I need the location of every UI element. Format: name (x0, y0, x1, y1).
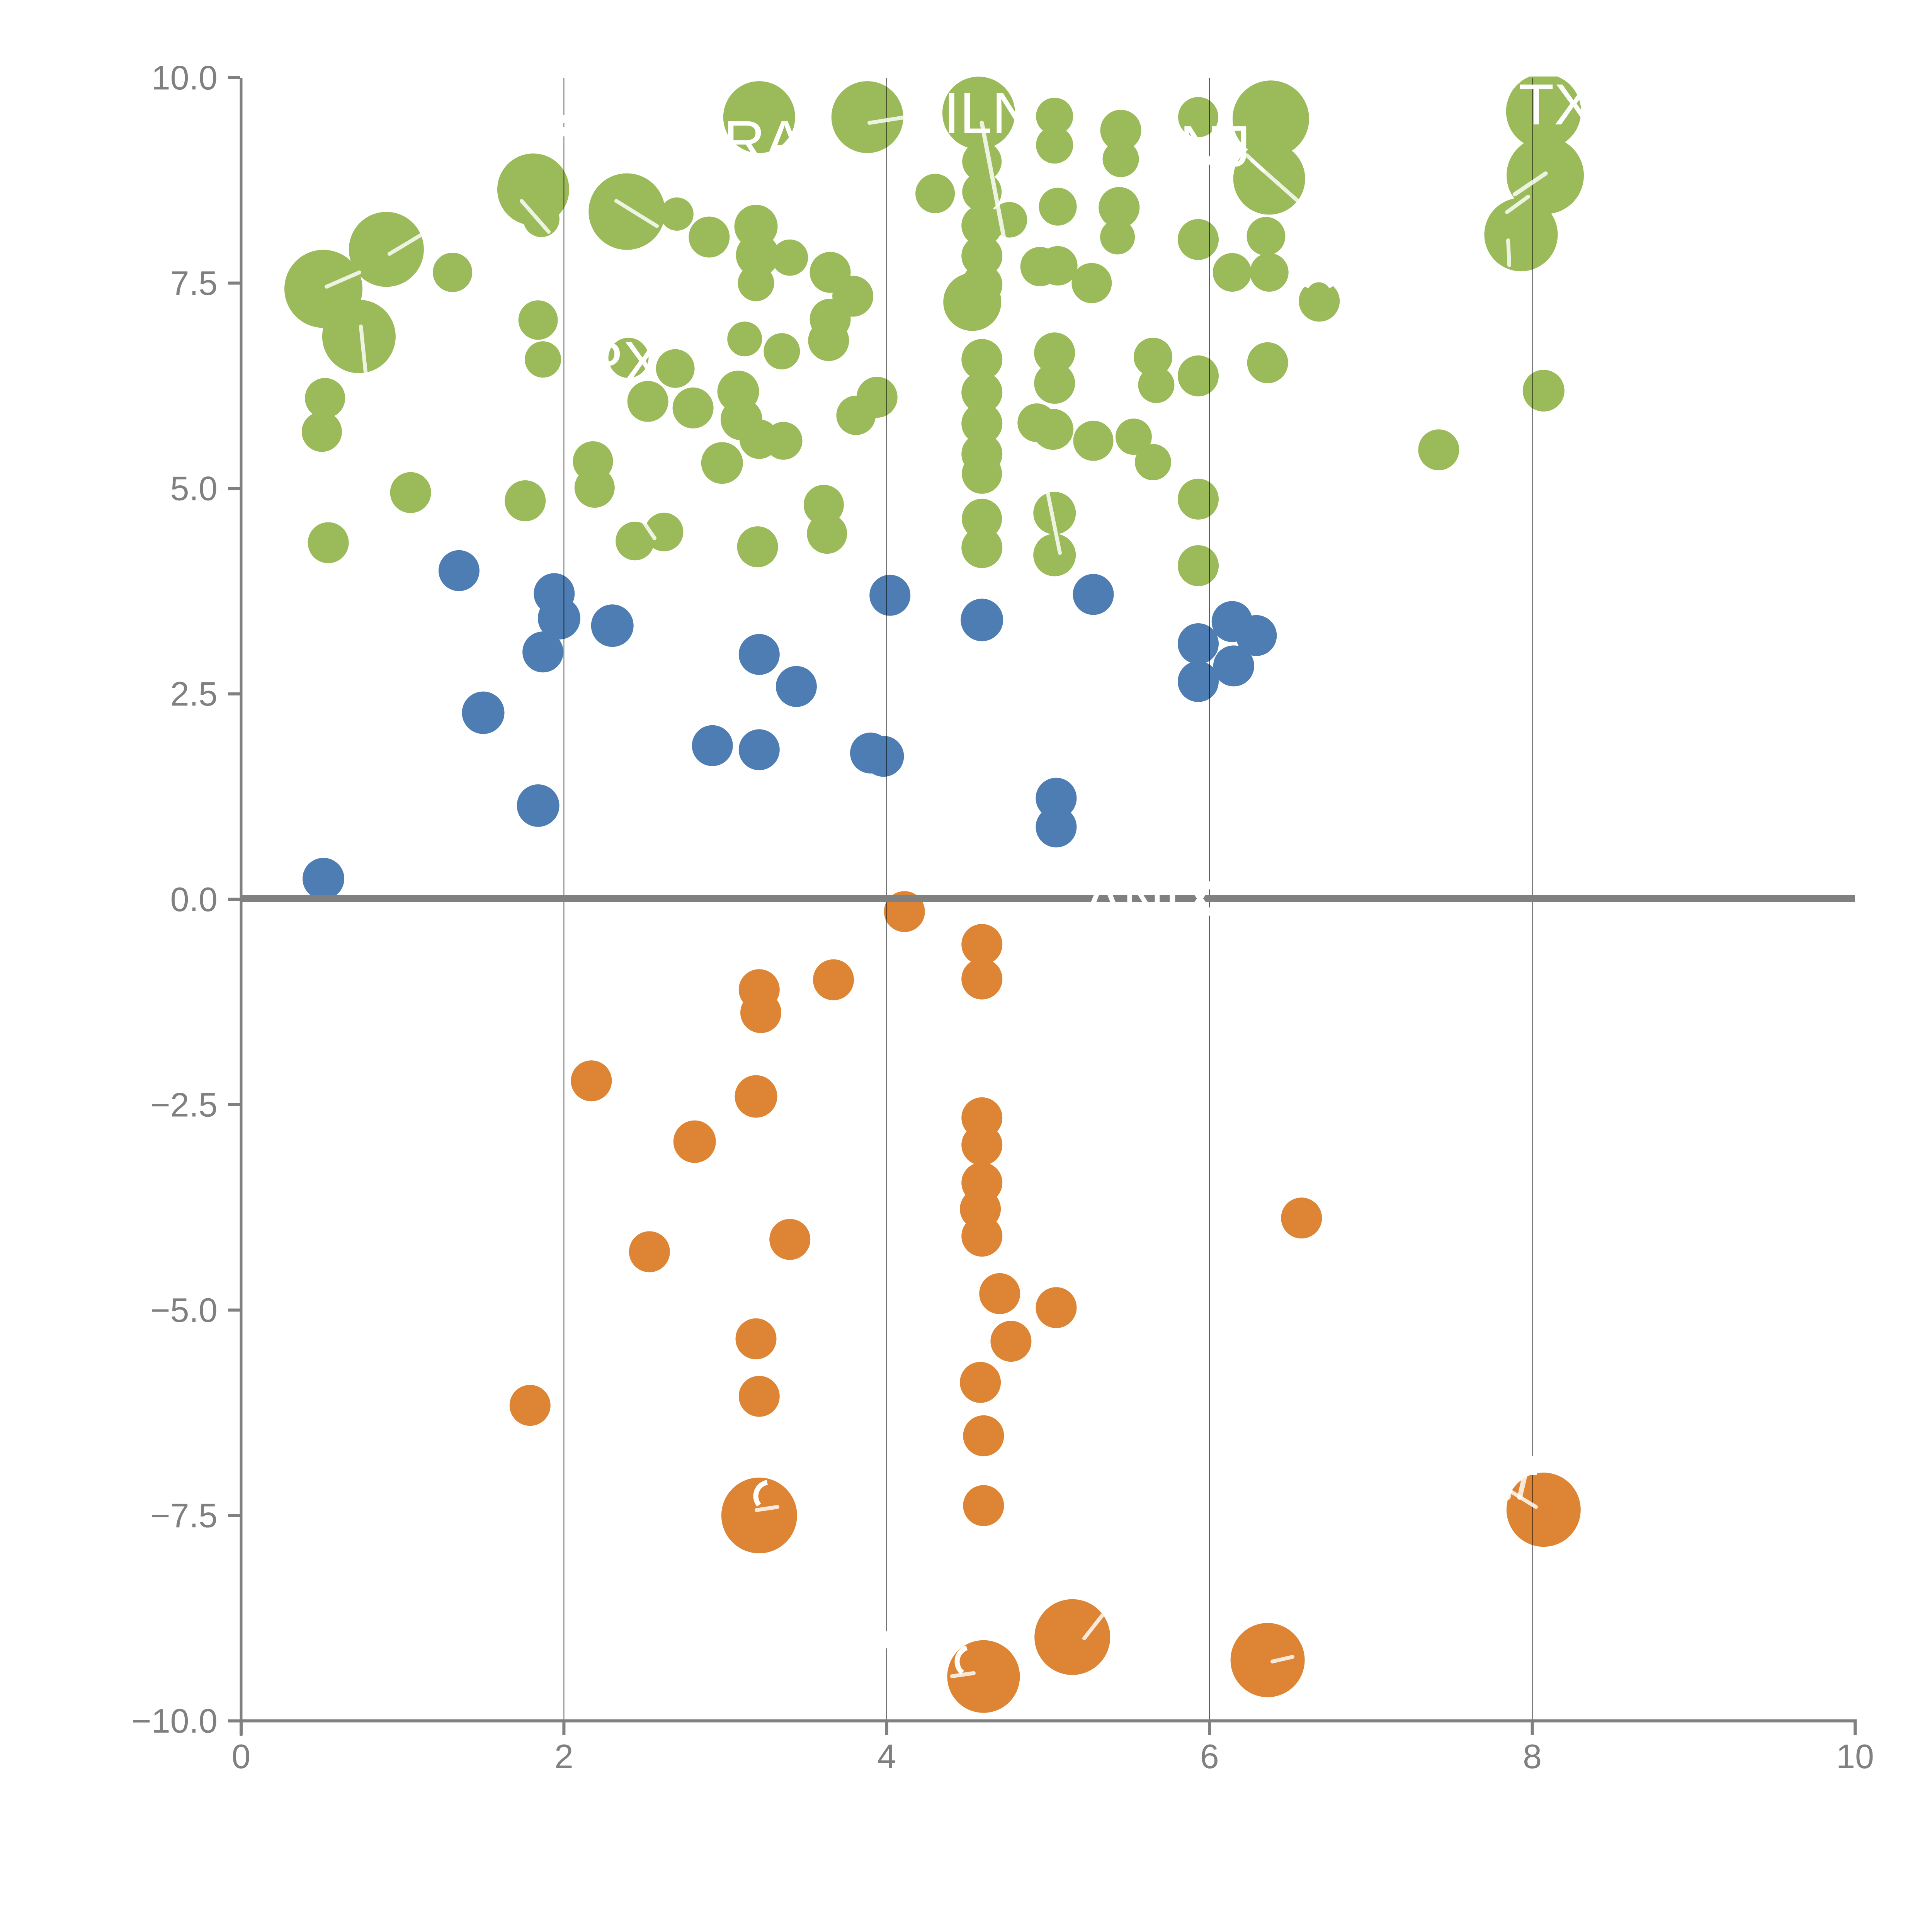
svg-text:10.0: 10.0 (151, 59, 218, 97)
svg-text:2: 2 (554, 1737, 573, 1776)
svg-text:TX: TX (1519, 72, 1593, 137)
svg-text:NJ: NJ (1180, 114, 1250, 179)
svg-text:−7.5: −7.5 (150, 1497, 218, 1535)
svg-text:0: 0 (232, 1737, 251, 1776)
svg-text:ILN: ILN (944, 80, 1034, 145)
svg-text:2.5: 2.5 (170, 675, 218, 713)
svg-text:8: 8 (1523, 1737, 1542, 1776)
svg-text:0.0: 0.0 (170, 880, 218, 918)
svg-text:4: 4 (877, 1737, 896, 1776)
svg-text:−10.0: −10.0 (131, 1702, 218, 1740)
svg-text:−2.5: −2.5 (150, 1085, 218, 1124)
svg-text:7.5: 7.5 (170, 264, 218, 302)
svg-text:RA: RA (723, 109, 804, 173)
svg-text:5.0: 5.0 (170, 469, 218, 508)
svg-text:6: 6 (1200, 1737, 1219, 1776)
svg-text:PX: PX (584, 329, 662, 394)
svg-text:ANIX: ANIX (1084, 867, 1219, 932)
svg-text:10: 10 (1836, 1737, 1874, 1776)
svg-text:−5.0: −5.0 (150, 1291, 218, 1329)
